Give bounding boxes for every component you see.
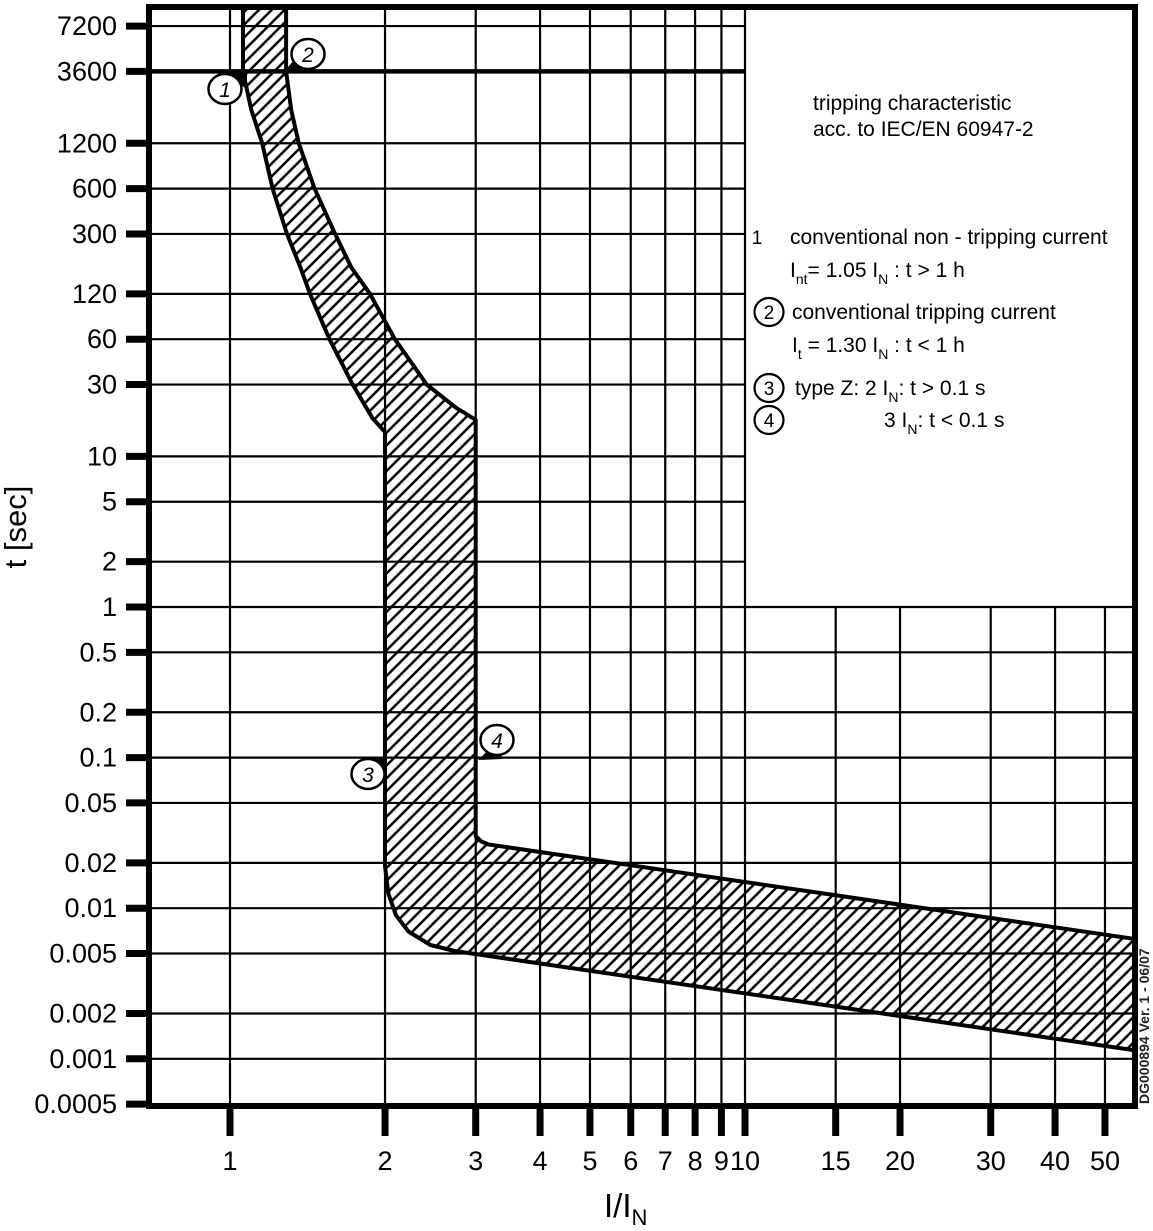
plot-border (146, 4, 1138, 1109)
axis-ticks: 7200360012006003001206030105210.50.20.10… (34, 11, 1120, 1176)
tripping-band-layer (241, 6, 1135, 1053)
chart-title-line2: acc. to IEC/EN 60947-2 (813, 118, 1034, 141)
y-axis-title: t [sec] (0, 486, 33, 569)
marker-4-number: 4 (491, 730, 503, 753)
legend-item-1-number: 1 (752, 228, 763, 249)
y-tick-label: 1 (102, 592, 117, 622)
y-tick-label: 1200 (57, 128, 117, 158)
x-tick-label: 8 (688, 1146, 703, 1176)
y-tick-label: 60 (87, 324, 117, 354)
y-tick-label: 0.002 (49, 998, 117, 1028)
legend-item-2-text: conventional tripping current (792, 301, 1056, 324)
y-tick-label: 0.01 (64, 893, 117, 923)
marker-1-number: 1 (219, 79, 231, 102)
x-axis-title: I/IN (604, 1187, 647, 1230)
legend-item-4-text: 3 IN: t < 0.1 s (884, 409, 1004, 437)
y-tick-label: 0.2 (79, 697, 117, 727)
x-tick-label: 4 (533, 1146, 548, 1176)
y-tick-label: 300 (72, 219, 117, 249)
y-tick-label: 0.05 (64, 788, 117, 818)
x-tick-label: 40 (1040, 1146, 1070, 1176)
y-tick-label: 2 (102, 547, 117, 577)
y-tick-label: 3600 (57, 56, 117, 86)
legend-panel: tripping characteristic acc. to IEC/EN 6… (752, 92, 1108, 437)
legend-item-2-formula: It = 1.30 IN : t < 1 h (792, 334, 965, 362)
y-tick-label: 30 (87, 370, 117, 400)
chart-title-line1: tripping characteristic (813, 92, 1011, 115)
legend-item-1-text: conventional non - tripping current (790, 226, 1108, 249)
marker-4-circle (479, 723, 515, 757)
marker-1-circle (207, 72, 243, 106)
marker-3-number: 3 (362, 764, 374, 787)
legend-item-2-number: 2 (764, 303, 775, 324)
x-tick-label: 15 (821, 1146, 851, 1176)
legend-item-4-circle (753, 404, 785, 436)
y-tick-label: 120 (72, 279, 117, 309)
x-tick-label: 7 (658, 1146, 673, 1176)
x-tick-label: 10 (730, 1146, 760, 1176)
marker-3-circle (350, 757, 386, 791)
y-tick-label: 10 (87, 441, 117, 471)
x-tick-label: 50 (1090, 1146, 1120, 1176)
legend-item-3-text: type Z: 2 IN: t > 0.1 s (795, 377, 985, 405)
y-tick-label: 0.1 (79, 743, 117, 773)
legend-item-1-formula: Int= 1.05 IN : t > 1 h (790, 259, 965, 287)
y-tick-label: 600 (72, 174, 117, 204)
x-tick-label: 6 (623, 1146, 638, 1176)
x-tick-label: 1 (222, 1146, 237, 1176)
x-tick-label: 20 (885, 1146, 915, 1176)
curve-markers: 1 2 3 4 (207, 37, 515, 791)
x-tick-label: 30 (976, 1146, 1006, 1176)
y-tick-label: 0.02 (64, 848, 117, 878)
y-tick-label: 0.005 (49, 939, 117, 969)
y-tick-label: 0.5 (79, 637, 117, 667)
doc-ref: DG000894 Ver. 1 - 06/07 (1136, 948, 1152, 1104)
y-tick-label: 7200 (57, 11, 117, 41)
y-tick-label: 0.0005 (34, 1089, 117, 1119)
x-tick-label: 2 (378, 1146, 393, 1176)
tripping-band (241, 6, 1135, 1053)
y-tick-label: 5 (102, 487, 117, 517)
y-tick-label: 0.001 (49, 1044, 117, 1074)
x-tick-label: 9 (714, 1146, 729, 1176)
legend-item-3-number: 3 (764, 379, 775, 400)
marker-2-circle (290, 37, 326, 71)
legend-item-3-circle (753, 372, 785, 404)
x-tick-label: 5 (582, 1146, 597, 1176)
legend-item-4-number: 4 (764, 411, 775, 432)
marker-2-number: 2 (301, 44, 314, 67)
legend-item-2-circle (753, 296, 785, 328)
x-tick-label: 3 (468, 1146, 483, 1176)
